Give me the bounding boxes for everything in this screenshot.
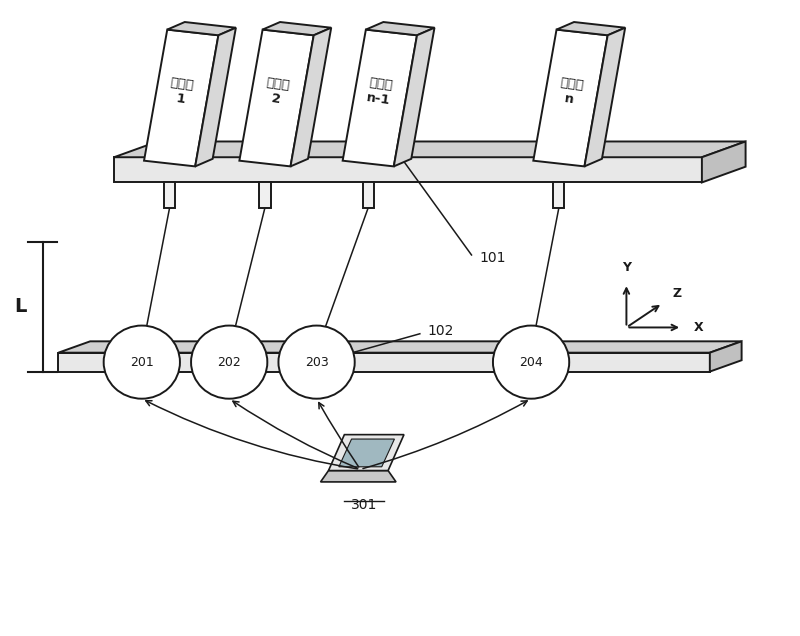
Polygon shape [58, 353, 710, 371]
Text: Z: Z [672, 287, 682, 300]
Text: 202: 202 [218, 356, 241, 369]
Polygon shape [702, 141, 746, 183]
Polygon shape [167, 22, 236, 35]
Text: Y: Y [622, 261, 631, 274]
Text: 204: 204 [519, 356, 543, 369]
Text: L: L [14, 298, 26, 317]
Polygon shape [262, 22, 331, 35]
Text: 203: 203 [305, 356, 329, 369]
Polygon shape [259, 183, 270, 208]
Ellipse shape [104, 326, 180, 399]
Polygon shape [534, 30, 608, 167]
Text: 301: 301 [351, 498, 378, 512]
Ellipse shape [191, 326, 267, 399]
Polygon shape [394, 28, 434, 167]
Text: 102: 102 [428, 324, 454, 338]
Polygon shape [58, 342, 742, 353]
Polygon shape [329, 434, 404, 471]
Polygon shape [362, 183, 374, 208]
Text: 201: 201 [130, 356, 154, 369]
Polygon shape [144, 30, 218, 167]
Polygon shape [554, 183, 565, 208]
Polygon shape [290, 28, 331, 167]
Polygon shape [114, 157, 702, 183]
Polygon shape [342, 30, 417, 167]
Polygon shape [585, 28, 625, 167]
Polygon shape [710, 342, 742, 371]
Polygon shape [339, 439, 394, 467]
Polygon shape [114, 141, 746, 157]
Polygon shape [557, 22, 625, 35]
Text: 101: 101 [479, 251, 506, 265]
Text: 激光器
2: 激光器 2 [262, 76, 290, 107]
Polygon shape [239, 30, 314, 167]
Polygon shape [366, 22, 434, 35]
Text: 激光器
n-1: 激光器 n-1 [366, 76, 394, 107]
Ellipse shape [493, 326, 570, 399]
Text: 激光器
n: 激光器 n [557, 76, 584, 107]
Polygon shape [164, 183, 175, 208]
Polygon shape [321, 471, 396, 482]
Text: 激光器
1: 激光器 1 [167, 76, 195, 107]
Text: X: X [694, 321, 703, 334]
Polygon shape [195, 28, 236, 167]
Ellipse shape [278, 326, 354, 399]
